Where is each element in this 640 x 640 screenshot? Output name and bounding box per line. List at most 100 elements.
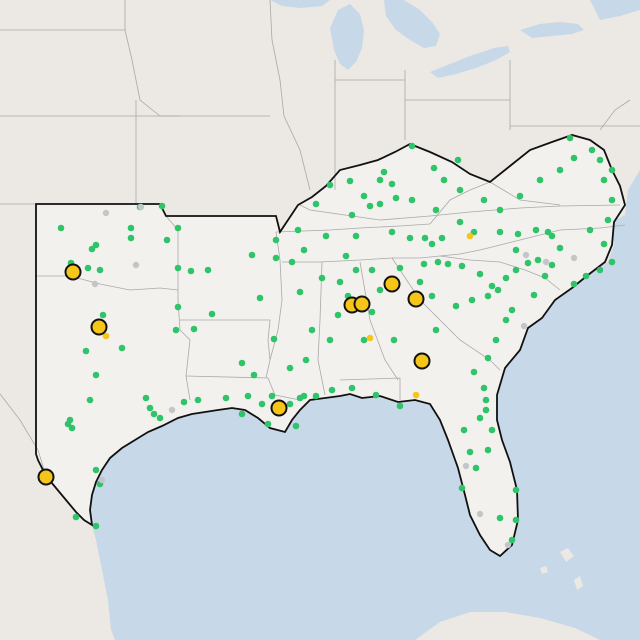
small-green-dot[interactable] xyxy=(328,386,336,394)
small-green-dot[interactable] xyxy=(452,302,460,310)
small-green-dot[interactable] xyxy=(458,484,466,492)
small-green-dot[interactable] xyxy=(376,200,384,208)
large-yellow-circle[interactable] xyxy=(90,318,108,336)
small-yellow-dot[interactable] xyxy=(366,334,374,342)
small-yellow-dot[interactable] xyxy=(102,332,110,340)
large-yellow-circle[interactable] xyxy=(64,263,82,281)
small-green-dot[interactable] xyxy=(256,294,264,302)
small-green-dot[interactable] xyxy=(458,262,466,270)
small-green-dot[interactable] xyxy=(482,396,490,404)
small-green-dot[interactable] xyxy=(388,228,396,236)
small-green-dot[interactable] xyxy=(348,384,356,392)
small-green-dot[interactable] xyxy=(272,236,280,244)
small-green-dot[interactable] xyxy=(208,310,216,318)
small-green-dot[interactable] xyxy=(440,176,448,184)
small-green-dot[interactable] xyxy=(288,258,296,266)
small-gray-dot[interactable] xyxy=(522,251,530,259)
small-green-dot[interactable] xyxy=(326,181,334,189)
small-green-dot[interactable] xyxy=(318,274,326,282)
large-yellow-circle[interactable] xyxy=(383,275,401,293)
small-green-dot[interactable] xyxy=(534,256,542,264)
small-green-dot[interactable] xyxy=(174,264,182,272)
small-green-dot[interactable] xyxy=(300,246,308,254)
small-green-dot[interactable] xyxy=(150,410,158,418)
small-green-dot[interactable] xyxy=(570,280,578,288)
small-green-dot[interactable] xyxy=(302,356,310,364)
small-gray-dot[interactable] xyxy=(520,322,528,330)
small-gray-dot[interactable] xyxy=(542,258,550,266)
small-green-dot[interactable] xyxy=(524,259,532,267)
small-green-dot[interactable] xyxy=(72,513,80,521)
small-green-dot[interactable] xyxy=(300,392,308,400)
small-green-dot[interactable] xyxy=(604,216,612,224)
small-green-dot[interactable] xyxy=(258,400,266,408)
small-gray-dot[interactable] xyxy=(168,406,176,414)
small-green-dot[interactable] xyxy=(408,142,416,150)
large-yellow-circle[interactable] xyxy=(353,295,371,313)
small-gray-dot[interactable] xyxy=(476,510,484,518)
small-green-dot[interactable] xyxy=(508,306,516,314)
small-green-dot[interactable] xyxy=(532,226,540,234)
small-green-dot[interactable] xyxy=(163,236,171,244)
small-green-dot[interactable] xyxy=(127,234,135,242)
small-green-dot[interactable] xyxy=(142,394,150,402)
small-green-dot[interactable] xyxy=(92,371,100,379)
small-green-dot[interactable] xyxy=(496,228,504,236)
small-green-dot[interactable] xyxy=(456,186,464,194)
small-gray-dot[interactable] xyxy=(132,261,140,269)
small-green-dot[interactable] xyxy=(396,264,404,272)
small-green-dot[interactable] xyxy=(588,146,596,154)
small-green-dot[interactable] xyxy=(127,224,135,232)
small-green-dot[interactable] xyxy=(516,192,524,200)
small-green-dot[interactable] xyxy=(480,384,488,392)
small-green-dot[interactable] xyxy=(512,266,520,274)
small-green-dot[interactable] xyxy=(488,426,496,434)
small-green-dot[interactable] xyxy=(368,266,376,274)
small-green-dot[interactable] xyxy=(64,420,72,428)
small-green-dot[interactable] xyxy=(600,176,608,184)
small-green-dot[interactable] xyxy=(438,234,446,242)
small-green-dot[interactable] xyxy=(454,156,462,164)
small-gray-dot[interactable] xyxy=(102,209,110,217)
small-green-dot[interactable] xyxy=(470,228,478,236)
small-green-dot[interactable] xyxy=(88,245,96,253)
small-green-dot[interactable] xyxy=(460,426,468,434)
small-green-dot[interactable] xyxy=(502,274,510,282)
small-green-dot[interactable] xyxy=(180,398,188,406)
small-green-dot[interactable] xyxy=(512,246,520,254)
small-yellow-dot[interactable] xyxy=(412,391,420,399)
small-green-dot[interactable] xyxy=(482,406,490,414)
small-green-dot[interactable] xyxy=(172,326,180,334)
small-green-dot[interactable] xyxy=(484,292,492,300)
small-green-dot[interactable] xyxy=(268,392,276,400)
small-green-dot[interactable] xyxy=(548,261,556,269)
small-green-dot[interactable] xyxy=(390,336,398,344)
small-green-dot[interactable] xyxy=(544,228,552,236)
small-green-dot[interactable] xyxy=(92,241,100,249)
small-green-dot[interactable] xyxy=(396,402,404,410)
small-green-dot[interactable] xyxy=(496,514,504,522)
small-green-dot[interactable] xyxy=(420,260,428,268)
small-green-dot[interactable] xyxy=(334,311,342,319)
small-green-dot[interactable] xyxy=(376,286,384,294)
small-green-dot[interactable] xyxy=(530,291,538,299)
small-green-dot[interactable] xyxy=(388,180,396,188)
small-green-dot[interactable] xyxy=(322,232,330,240)
small-gray-dot[interactable] xyxy=(137,203,145,211)
small-green-dot[interactable] xyxy=(392,194,400,202)
small-green-dot[interactable] xyxy=(508,536,516,544)
small-green-dot[interactable] xyxy=(406,234,414,242)
small-green-dot[interactable] xyxy=(608,258,616,266)
small-green-dot[interactable] xyxy=(376,176,384,184)
small-green-dot[interactable] xyxy=(190,325,198,333)
small-green-dot[interactable] xyxy=(360,192,368,200)
small-green-dot[interactable] xyxy=(360,336,368,344)
small-gray-dot[interactable] xyxy=(462,462,470,470)
small-green-dot[interactable] xyxy=(346,177,354,185)
small-green-dot[interactable] xyxy=(158,202,166,210)
small-green-dot[interactable] xyxy=(372,391,380,399)
small-green-dot[interactable] xyxy=(174,303,182,311)
small-green-dot[interactable] xyxy=(57,224,65,232)
small-green-dot[interactable] xyxy=(470,368,478,376)
